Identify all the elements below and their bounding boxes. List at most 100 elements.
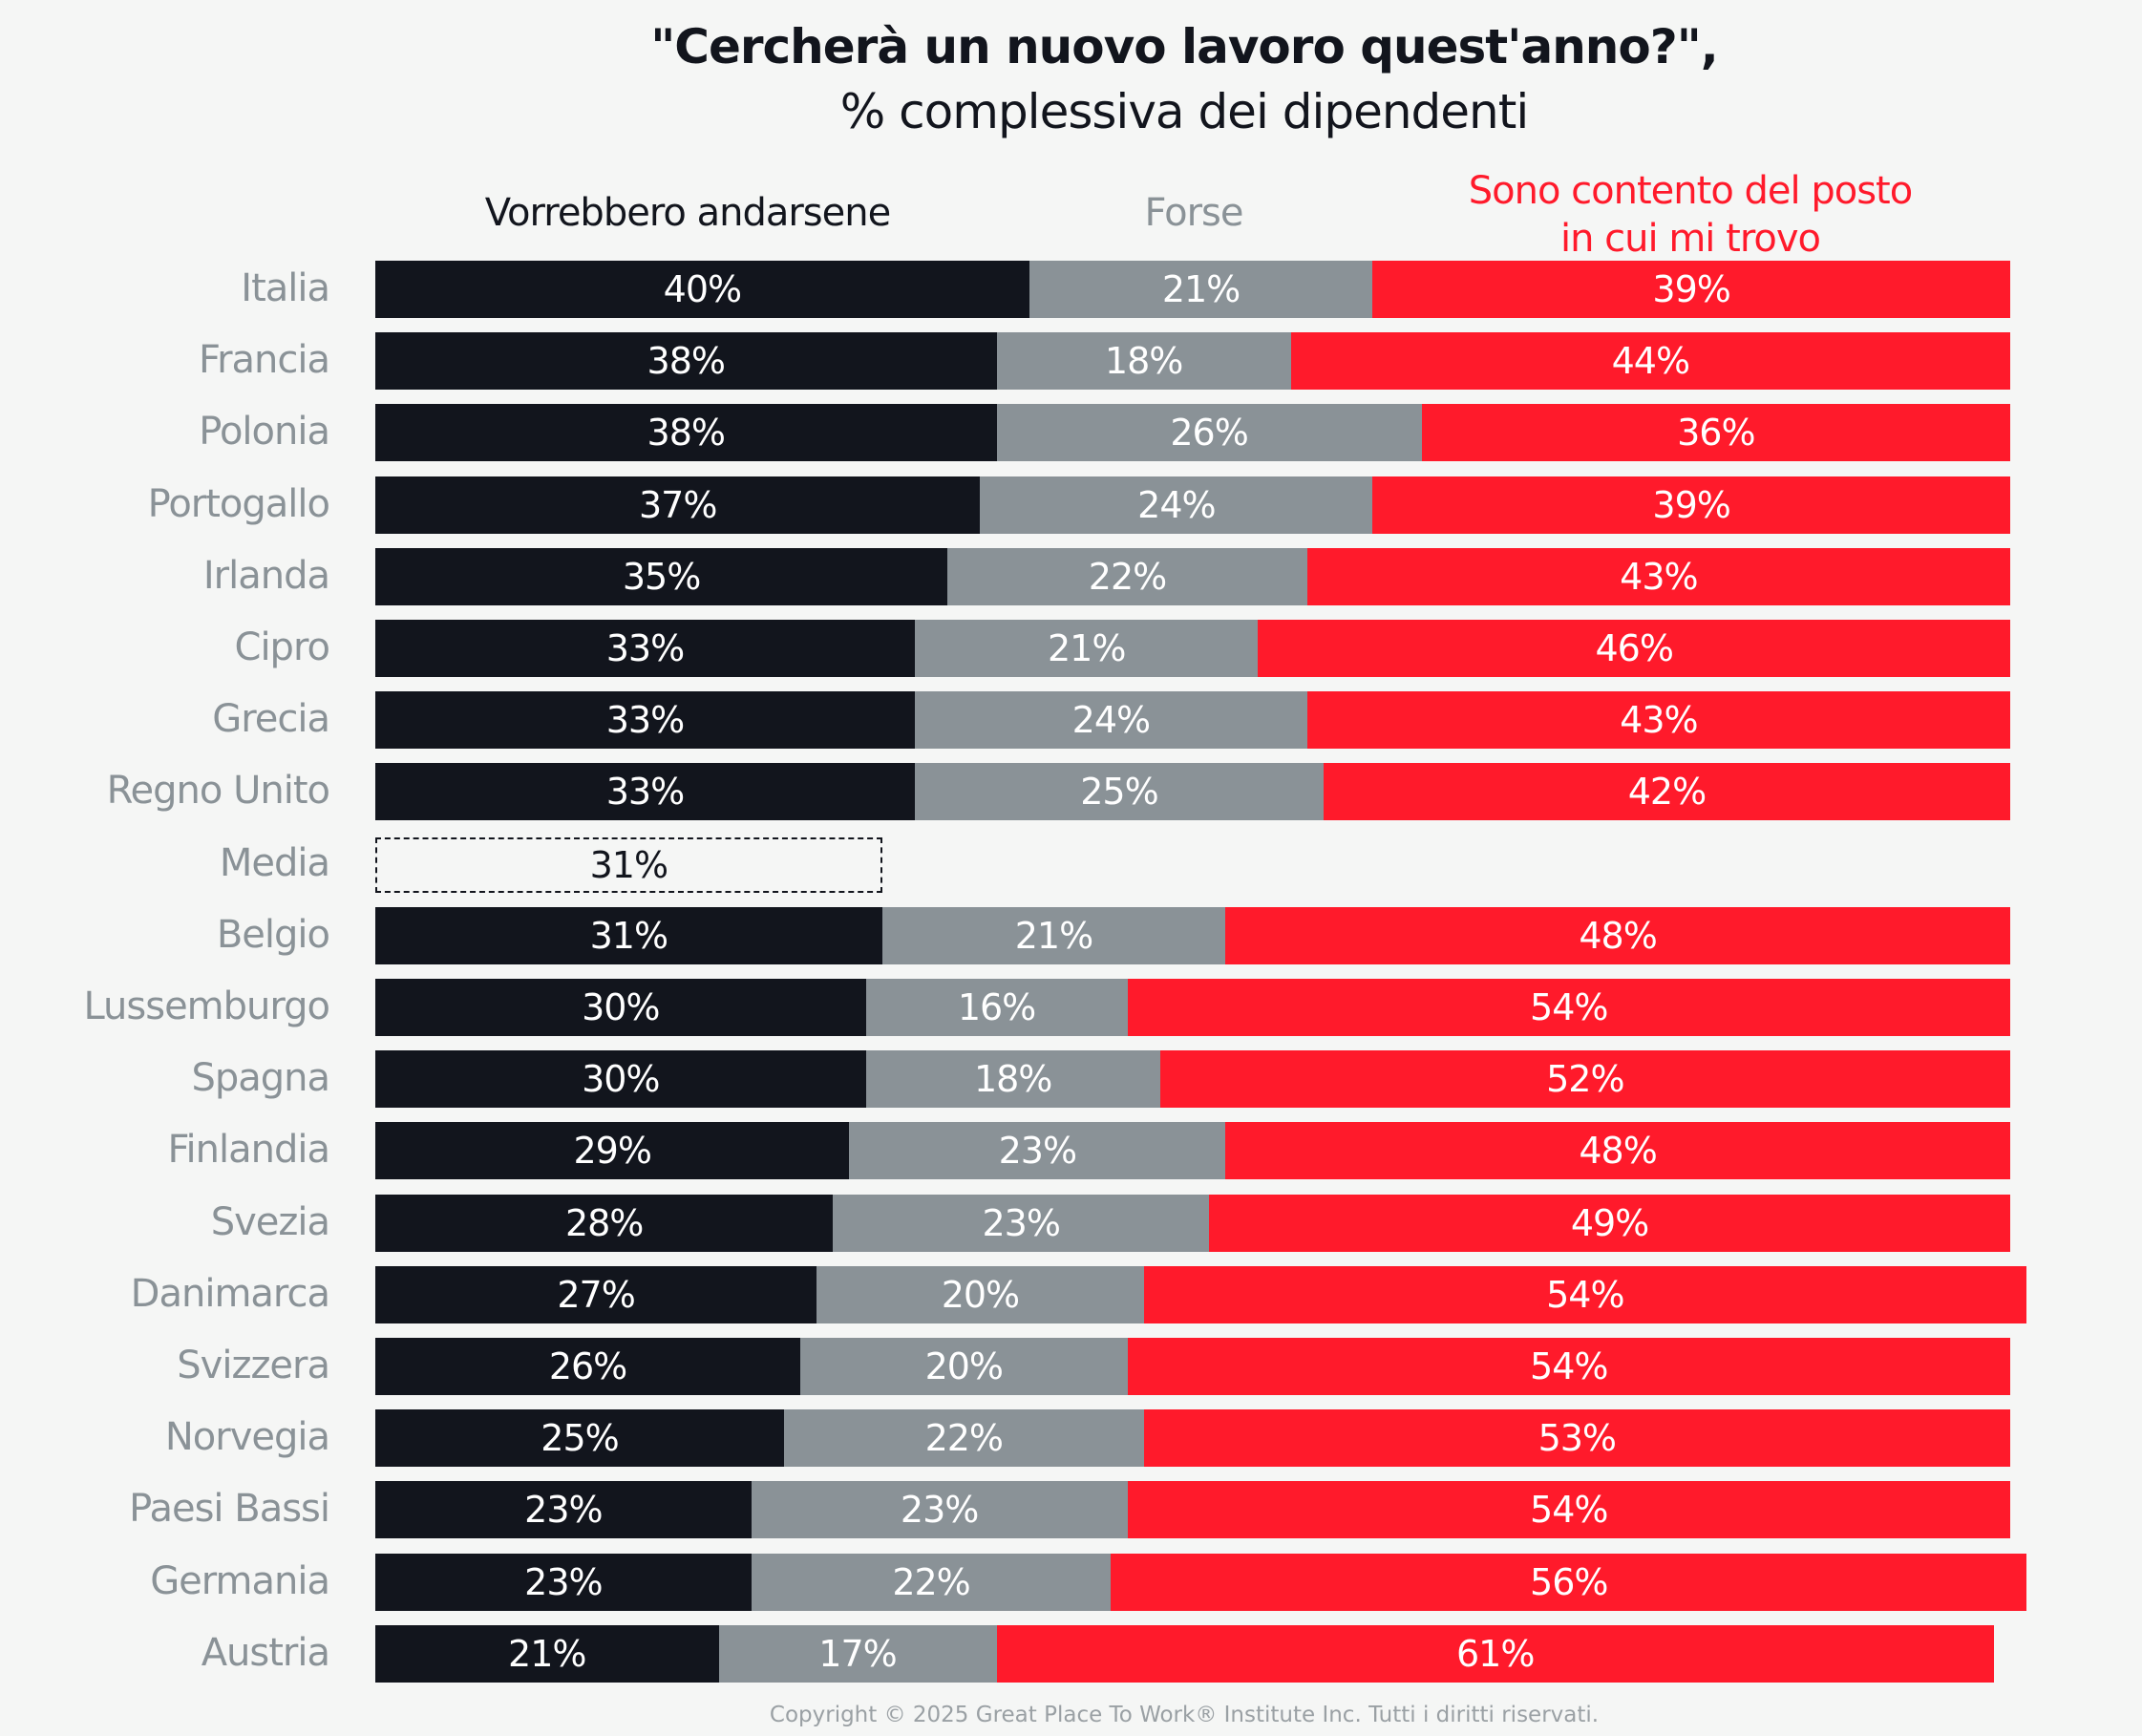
data-label: 17% — [818, 1632, 897, 1675]
seg-leave: 38% — [375, 332, 997, 391]
category-label: Lussemburgo — [83, 984, 330, 1028]
category-label: Austria — [201, 1630, 330, 1675]
seg-stay: 36% — [1421, 404, 2010, 462]
category-label: Irlanda — [202, 553, 330, 598]
data-label: 33% — [605, 699, 685, 742]
seg-leave: 21% — [375, 1624, 719, 1683]
data-label: 29% — [573, 1130, 652, 1173]
chart-subtitle: % complessiva dei dipendenti — [839, 84, 1530, 139]
data-label: 23% — [982, 1201, 1061, 1244]
category-label: Italia — [241, 266, 330, 310]
seg-stay: 39% — [1372, 476, 2010, 534]
data-label: 31% — [589, 914, 668, 957]
data-label: 16% — [957, 986, 1036, 1028]
seg-maybe: 21% — [1029, 261, 1373, 318]
seg-maybe: 22% — [751, 1553, 1112, 1611]
data-label: 30% — [582, 1058, 660, 1101]
seg-leave: 25% — [375, 1409, 784, 1468]
data-label: 35% — [622, 555, 701, 598]
category-label: Grecia — [212, 697, 330, 742]
data-label: 21% — [1014, 914, 1093, 957]
data-label: 54% — [1530, 1345, 1608, 1387]
category-label: Cipro — [234, 625, 330, 669]
category-label: Svezia — [210, 1199, 330, 1244]
seg-leave: 40% — [375, 261, 1029, 318]
seg-maybe: 23% — [751, 1481, 1128, 1539]
seg-stay: 54% — [1127, 1338, 2010, 1395]
data-label: 24% — [1071, 699, 1151, 742]
seg-leave: 37% — [375, 476, 981, 534]
category-label: Paesi Bassi — [129, 1487, 330, 1532]
data-label: 40% — [663, 268, 742, 310]
data-label: 33% — [605, 771, 685, 814]
category-label: Germania — [150, 1558, 330, 1603]
seg-maybe: 22% — [947, 547, 1307, 605]
seg-maybe: 18% — [996, 332, 1291, 391]
data-label: 53% — [1538, 1417, 1617, 1460]
seg-leave: 28% — [375, 1194, 834, 1252]
data-label: 43% — [1620, 555, 1698, 598]
data-label: 54% — [1530, 1489, 1608, 1532]
data-label: 23% — [524, 1489, 603, 1532]
seg-leave: 35% — [375, 547, 948, 605]
seg-stay: 48% — [1225, 1122, 2010, 1180]
data-label: 38% — [647, 412, 726, 455]
category-label: Svizzera — [177, 1344, 330, 1387]
seg-maybe: 18% — [865, 1050, 1160, 1109]
legend-maybe: Forse — [1144, 191, 1244, 235]
data-label: 30% — [582, 986, 660, 1028]
chart-title: "Cercherà un nuovo lavoro quest'anno?", — [650, 19, 1719, 74]
data-label: 28% — [564, 1201, 644, 1244]
seg-leave: 31% — [375, 906, 882, 964]
category-label: Media — [219, 840, 330, 885]
data-label: 27% — [557, 1273, 635, 1316]
seg-stay: 56% — [1111, 1553, 2027, 1611]
seg-leave: 38% — [375, 404, 997, 462]
data-label: 46% — [1595, 627, 1673, 669]
seg-leave: 33% — [375, 620, 915, 677]
seg-leave: 33% — [375, 691, 915, 750]
data-label: 44% — [1611, 340, 1690, 383]
seg-stay: 49% — [1209, 1194, 2010, 1252]
seg-stay: 39% — [1372, 261, 2010, 318]
data-label: 23% — [524, 1560, 603, 1603]
data-label: 48% — [1579, 1130, 1657, 1173]
seg-leave: 23% — [375, 1481, 752, 1539]
data-label: 36% — [1677, 412, 1755, 455]
data-label: 54% — [1546, 1273, 1624, 1316]
data-label: 23% — [998, 1130, 1077, 1173]
data-label: 49% — [1570, 1201, 1649, 1244]
seg-stay: 53% — [1143, 1409, 2010, 1468]
seg-maybe: 21% — [881, 906, 1226, 964]
legend-stay: Sono contento del posto in cui mi trovo — [1413, 167, 1967, 263]
seg-stay: 43% — [1306, 691, 2010, 750]
data-label: 26% — [1170, 412, 1248, 455]
category-label: Norvegia — [164, 1415, 330, 1460]
seg-leave: 26% — [375, 1338, 801, 1395]
seg-maybe: 24% — [980, 476, 1373, 534]
seg-maybe: 24% — [914, 691, 1307, 750]
data-label: 21% — [1161, 268, 1241, 310]
data-label: 21% — [508, 1632, 586, 1675]
seg-leave: 27% — [375, 1265, 817, 1323]
seg-stay: 48% — [1225, 906, 2010, 964]
data-label: 20% — [941, 1273, 1020, 1316]
seg-stay: 52% — [1159, 1050, 2010, 1109]
average-marker: 31% — [375, 836, 882, 893]
data-label: 22% — [924, 1417, 1004, 1460]
data-label: 18% — [973, 1058, 1052, 1101]
seg-leave: 23% — [375, 1553, 752, 1611]
seg-maybe: 22% — [784, 1409, 1144, 1468]
legend-leave: Vorrebbero andarsene — [484, 191, 891, 235]
data-label: 42% — [1627, 771, 1707, 814]
data-label: 25% — [1080, 771, 1158, 814]
data-label: 56% — [1530, 1560, 1608, 1603]
seg-leave: 33% — [375, 763, 915, 821]
seg-leave: 30% — [375, 979, 866, 1036]
seg-stay: 46% — [1258, 620, 2010, 677]
data-label: 33% — [605, 627, 685, 669]
category-label: Regno Unito — [106, 769, 330, 814]
data-label: 39% — [1652, 483, 1730, 526]
seg-maybe: 23% — [849, 1122, 1226, 1180]
seg-stay: 42% — [1323, 763, 2010, 821]
